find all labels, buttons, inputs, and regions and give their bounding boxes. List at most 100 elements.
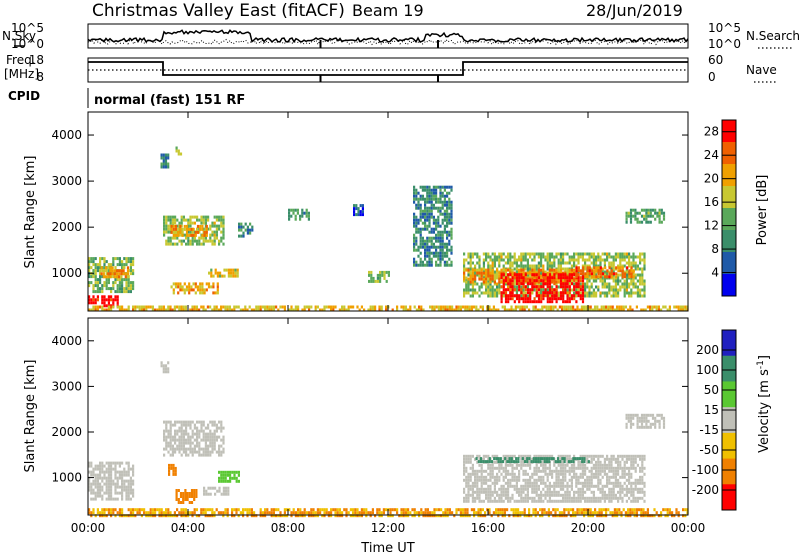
velocity-cell-1-3: [163, 435, 166, 439]
power-cell-18-20: [638, 211, 641, 215]
velocity-cell-7-245: [509, 472, 512, 476]
power-cell-17-70: [630, 272, 633, 276]
power-cell-3-93: [191, 230, 194, 234]
power-cell-14-593: [584, 252, 587, 256]
power-cell-14-746: [612, 291, 615, 295]
velocity-cell-7-415: [542, 478, 545, 482]
power-cell-2-2: [102, 269, 105, 273]
velocity-cell-1-18: [167, 432, 170, 436]
velocity-cell-1-208: [215, 426, 218, 430]
velocity-cell-10-312: [407, 514, 410, 518]
power-cell-16-93: [529, 294, 532, 298]
power-cell-13-343: [450, 260, 453, 264]
power-cell-13-63: [419, 236, 422, 240]
velocity-cell-7-264: [513, 466, 516, 470]
velocity-cell-7-729: [601, 454, 604, 458]
power-cell-13-113: [426, 206, 429, 210]
power-cell-18-52: [658, 220, 661, 224]
power-cell-14-10: [463, 291, 466, 295]
velocity-cell-7-424: [544, 466, 547, 470]
velocity-cell-8-18: [506, 460, 509, 464]
power-cell-14-779: [621, 255, 624, 259]
velocity-cell-7-580: [573, 466, 576, 470]
noise-left-tick-top: 10^5: [11, 21, 44, 35]
velocity-cell-1-196: [211, 447, 214, 451]
power-cell-14-864: [639, 252, 642, 256]
velocity-cell-10-51: [140, 508, 143, 512]
power-cell-14-489: [562, 255, 565, 259]
power-cell-19-164: [341, 305, 344, 309]
power-cell-13-88: [424, 197, 427, 201]
velocity-cell-8-34: [532, 457, 535, 461]
velocity-cell-7-716: [597, 499, 600, 503]
power-cell-14-461: [555, 282, 558, 286]
velocity-cell-7-381: [535, 487, 538, 491]
power-cell-14-555: [575, 258, 578, 262]
power-cell-5-40: [203, 288, 206, 292]
power-cell-3-51: [176, 242, 179, 246]
power-cell-15-47: [491, 274, 494, 278]
velocity-cell-9-34: [645, 416, 648, 420]
velocity-cell-1-88: [185, 426, 188, 430]
velocity-cell-6-6: [164, 367, 168, 371]
power-cell-2-26: [120, 269, 123, 273]
velocity-cell-9-59: [662, 416, 666, 420]
power-cell-16-190: [559, 297, 563, 301]
velocity-cell-10-54: [143, 511, 146, 515]
velocity-cell-1-22: [167, 450, 170, 454]
power-cell-16-128: [540, 300, 543, 304]
power-cell-18-48: [658, 208, 661, 212]
power-cell-19-131: [281, 305, 284, 309]
power-cell-13-134: [428, 200, 431, 204]
power-cell-19-119: [264, 308, 267, 312]
power-cell-5-26: [192, 288, 195, 292]
power-cell-16-259: [581, 294, 585, 298]
velocity-cell-7-412: [542, 466, 545, 470]
velocity-cell-10-325: [422, 514, 425, 518]
velocity-cell-1-231: [222, 441, 225, 445]
power-cell-19-81: [206, 305, 209, 309]
power-cell-3-91: [191, 221, 194, 225]
velocity-cell-7-610: [579, 454, 582, 458]
power-cell-13-54: [419, 203, 422, 207]
velocity-cell-7-866: [628, 454, 631, 458]
velocity-cell-10-49: [138, 508, 141, 512]
power-cell-15-94: [524, 271, 527, 275]
power-cell-14-643: [592, 261, 595, 265]
power-cell-19-0: [88, 308, 91, 312]
power-cell-14-743: [612, 279, 615, 283]
power-cell-14-259: [515, 267, 518, 271]
power-cell-19-382: [679, 305, 682, 309]
velocity-cell-7-432: [546, 454, 549, 458]
velocity-cell-7-690: [592, 493, 595, 497]
velocity-cell-0-107: [110, 497, 113, 501]
velocity-cell-4-8: [222, 473, 225, 477]
velocity-cell-7-439: [546, 484, 549, 488]
velocity-cell-7-272: [515, 463, 518, 467]
power-cell-19-245: [473, 305, 476, 309]
power-cell-17-30: [595, 275, 598, 279]
power-cell-19-289: [545, 305, 548, 309]
velocity-cell-10-353: [448, 508, 451, 512]
velocity-cell-7-556: [568, 466, 571, 470]
power-cell-14-263: [515, 285, 518, 289]
velocity-cell-10-118: [206, 514, 209, 518]
power-cell-14-420: [546, 288, 549, 292]
power-cell-13-275: [443, 212, 446, 216]
velocity-cell-7-54: [471, 487, 474, 491]
velocity-cell-7-581: [573, 469, 576, 473]
velocity-cell-7-42: [469, 475, 472, 479]
velocity-cell-0-31: [94, 485, 97, 489]
power-cell-19-268: [512, 308, 515, 312]
velocity-cell-7-400: [540, 469, 543, 473]
power-cell-16-206: [564, 291, 567, 295]
power-cell-13-297: [446, 221, 449, 225]
velocity-cell-7-40: [469, 466, 472, 470]
power-cell-1-115: [118, 260, 121, 264]
power-cell-19-363: [649, 305, 652, 309]
power-cell-15-31: [482, 280, 485, 284]
velocity-cell-7-420: [544, 454, 547, 458]
velocity-cell-8-66: [581, 460, 584, 464]
